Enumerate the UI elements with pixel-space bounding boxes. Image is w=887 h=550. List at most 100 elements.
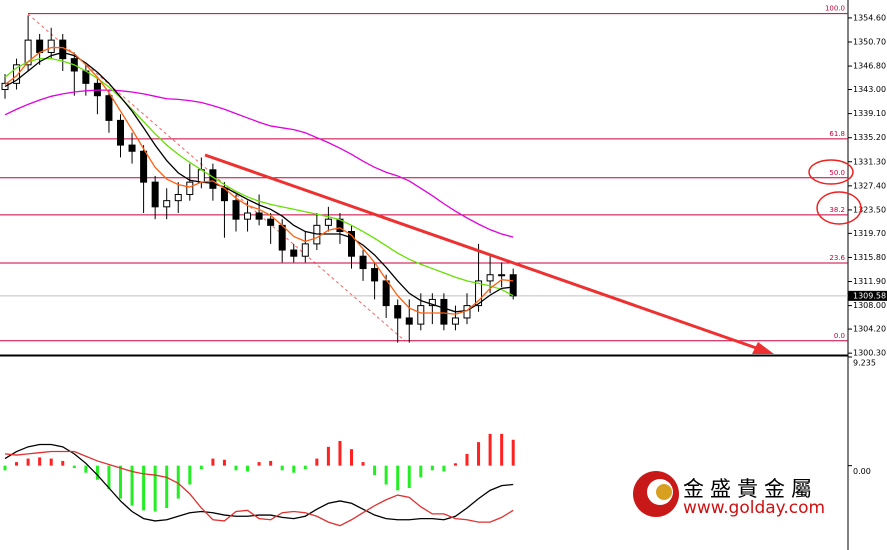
histogram-bar bbox=[257, 462, 261, 466]
y-tick-label: 1327.40 bbox=[853, 181, 886, 190]
logo: 金盛貴金屬 www.golday.com bbox=[633, 471, 825, 518]
histogram-bar bbox=[350, 449, 353, 466]
histogram-bar bbox=[338, 440, 342, 466]
candle-body bbox=[371, 268, 379, 282]
histogram-bar bbox=[303, 465, 307, 470]
indicator-line bbox=[4, 51, 514, 313]
price-tag bbox=[848, 290, 887, 301]
highlight-ellipse bbox=[808, 159, 854, 185]
y-tick-label: 1311.90 bbox=[853, 277, 886, 286]
candle-body bbox=[36, 39, 44, 53]
histogram-bar bbox=[488, 433, 492, 466]
indicator-line bbox=[4, 443, 514, 522]
indicator-line bbox=[4, 46, 514, 315]
histogram-bar bbox=[142, 465, 146, 511]
candle-body bbox=[359, 255, 367, 270]
candle-body bbox=[301, 243, 309, 257]
candle-body bbox=[186, 181, 194, 195]
histogram-bar bbox=[442, 465, 446, 472]
histogram-bar bbox=[95, 465, 99, 480]
histogram-bar bbox=[61, 460, 65, 466]
current-price-label: 1309.58 bbox=[853, 291, 886, 300]
candle-body bbox=[174, 193, 182, 202]
histogram-bar bbox=[407, 465, 411, 488]
candle-body bbox=[451, 317, 459, 325]
candle-body bbox=[232, 200, 240, 220]
histogram-bar bbox=[176, 465, 180, 499]
candle-body bbox=[151, 181, 159, 208]
logo-url: www.golday.com bbox=[683, 498, 825, 518]
candle-body bbox=[324, 218, 332, 226]
candle-body bbox=[509, 274, 517, 297]
indicator-line bbox=[4, 58, 514, 297]
fib-baseline bbox=[27, 13, 406, 342]
histogram-bar bbox=[384, 465, 388, 485]
histogram-bar bbox=[3, 465, 7, 471]
y-tick-label: 0.00 bbox=[853, 467, 871, 476]
y-tick-label: 1315.80 bbox=[853, 253, 886, 262]
fib-label: 61.8 bbox=[829, 130, 845, 138]
histogram-bar bbox=[211, 458, 215, 466]
candle-body bbox=[13, 64, 21, 84]
histogram-bar bbox=[199, 465, 203, 470]
histogram-bar bbox=[246, 465, 250, 472]
y-tick-label: 1304.20 bbox=[853, 325, 886, 334]
y-tick-label: 1335.20 bbox=[853, 133, 886, 142]
histogram-bar bbox=[119, 465, 122, 499]
histogram-bar bbox=[107, 465, 111, 490]
candle-body bbox=[267, 218, 275, 226]
trend-arrow bbox=[204, 153, 763, 352]
histogram-bar bbox=[269, 460, 273, 466]
fib-label: 0.0 bbox=[834, 332, 845, 340]
y-tick-label: 1308.00 bbox=[853, 301, 886, 310]
arrow-head bbox=[752, 342, 774, 354]
fib-label: 100.0 bbox=[825, 5, 845, 13]
candle-body bbox=[255, 212, 263, 220]
histogram-bar bbox=[165, 465, 169, 508]
candle-body bbox=[117, 119, 124, 146]
histogram-bar bbox=[326, 446, 330, 466]
fib-label: 50.0 bbox=[829, 169, 845, 177]
histogram-bar bbox=[26, 458, 30, 466]
histogram-bar bbox=[153, 465, 157, 512]
y-tick-label: 1319.70 bbox=[853, 229, 886, 238]
y-tick-label: 1350.70 bbox=[853, 37, 886, 46]
y-tick-label: 9.235 bbox=[853, 359, 876, 368]
candle-body bbox=[394, 305, 402, 319]
y-tick-label: 1343.00 bbox=[853, 85, 886, 94]
candle-body bbox=[428, 298, 436, 307]
candle-body bbox=[475, 280, 483, 307]
y-tick-label: 1339.10 bbox=[853, 109, 886, 118]
histogram-bar bbox=[500, 433, 504, 466]
histogram-bar bbox=[280, 465, 284, 471]
histogram-bar bbox=[130, 465, 134, 506]
candle-body bbox=[128, 144, 136, 152]
fib-label: 23.6 bbox=[829, 254, 845, 262]
macd-panel: 9.235 0.00 bbox=[3, 356, 876, 527]
histogram-bar bbox=[84, 465, 88, 473]
histogram-bar bbox=[396, 465, 400, 491]
candle-body bbox=[348, 231, 355, 257]
histogram-bar bbox=[430, 465, 434, 471]
candle-body bbox=[24, 39, 32, 66]
y-tick-label: 1346.80 bbox=[853, 62, 886, 71]
candle-body bbox=[498, 274, 506, 277]
histogram-bar bbox=[234, 465, 238, 471]
candle-body bbox=[163, 200, 171, 208]
histogram-bar bbox=[72, 465, 76, 468]
histogram-bar bbox=[38, 457, 42, 466]
histogram-bar bbox=[292, 465, 296, 473]
histogram-bar bbox=[222, 459, 226, 466]
highlight-ellipse bbox=[816, 191, 862, 225]
candle-body bbox=[290, 249, 298, 257]
indicator-line bbox=[4, 89, 514, 238]
indicator-line bbox=[4, 450, 514, 527]
candle-body bbox=[440, 298, 448, 325]
histogram-bar bbox=[419, 465, 423, 478]
candle-body bbox=[140, 150, 148, 183]
y-tick-label: 1354.60 bbox=[853, 13, 886, 22]
histogram-bar bbox=[465, 453, 469, 466]
histogram-bar bbox=[361, 462, 365, 466]
candle-body bbox=[244, 212, 252, 220]
